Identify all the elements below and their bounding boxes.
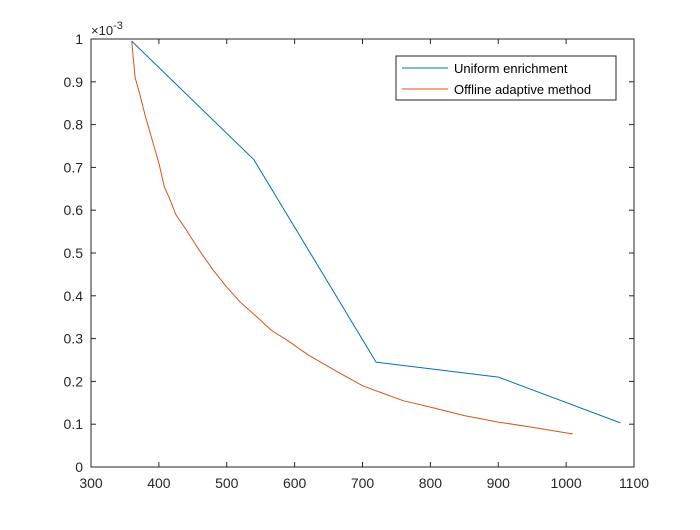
y-exponent-base: ×10 [91,23,113,38]
y-tick-label: 0.4 [64,288,84,304]
series-line-uniform-enrichment [131,40,621,424]
legend-label-uniform-enrichment: Uniform enrichment [454,61,568,76]
y-exponent-power: -3 [113,20,123,32]
x-tick-label: 1000 [551,475,582,491]
axes-box [90,38,635,468]
series-line-offline-adaptive-method [131,41,573,435]
x-tick-label: 900 [487,475,511,491]
y-tick-label: 0 [75,459,83,475]
y-tick-label: 0.3 [64,331,84,347]
series-layer [131,40,621,435]
axes-background [91,39,634,467]
x-tick-label: 600 [283,475,307,491]
legend: Uniform enrichment Offline adaptive meth… [395,55,617,101]
y-tick-label: 0.6 [64,202,84,218]
x-tick-label: 1100 [619,475,649,491]
x-tick-label: 800 [419,475,443,491]
y-tick-label: 0.2 [64,373,84,389]
y-tick-label: 0.5 [64,245,84,261]
x-tick-labels: 300 400 500 600 700 800 900 1000 1100 [79,475,649,491]
y-tick-label: 0.8 [64,117,84,133]
legend-label-offline-adaptive-method: Offline adaptive method [454,82,591,97]
x-tick-label: 700 [351,475,375,491]
y-tick-label: 1 [75,31,83,47]
legend-box [395,55,617,101]
y-tick-labels: 0 0.1 0.2 0.3 0.4 0.5 0.6 0.7 0.8 0.9 1 [64,31,84,475]
x-tick-label: 300 [79,475,103,491]
y-tick-label: 0.1 [64,416,84,432]
y-exponent-label: ×10-3 [91,20,123,38]
y-tick-label: 0.7 [64,159,84,175]
x-tick-label: 500 [215,475,239,491]
y-tick-label: 0.9 [64,74,84,90]
x-tick-label: 400 [147,475,171,491]
